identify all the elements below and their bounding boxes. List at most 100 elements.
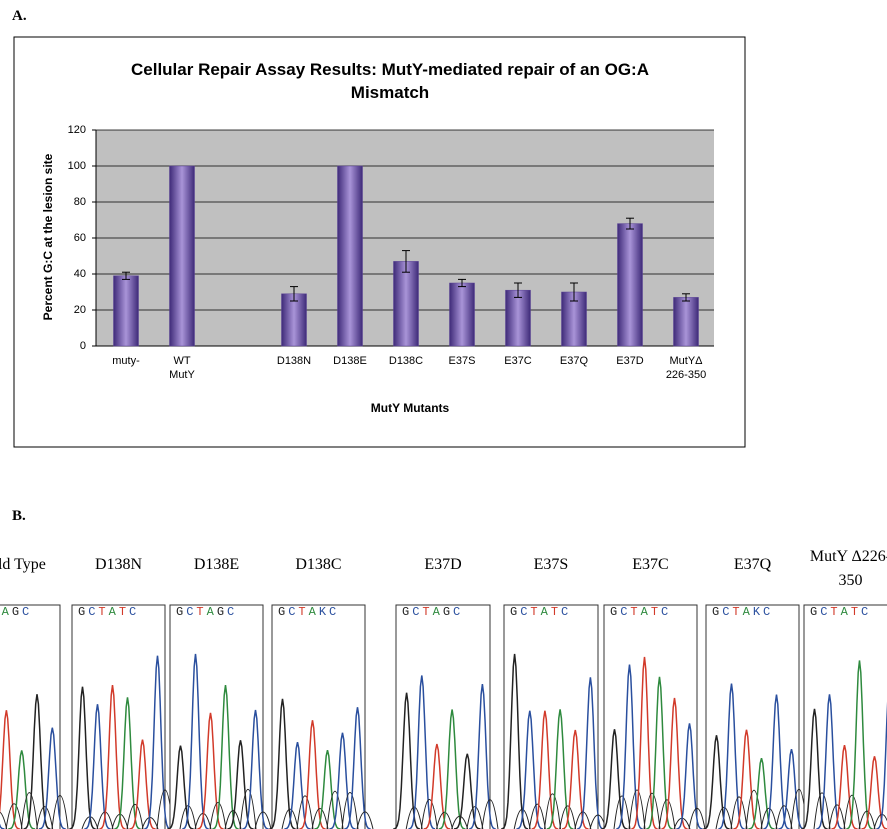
x-axis-label: MutY Mutants: [310, 401, 510, 415]
base-letter: T: [98, 605, 108, 619]
x-tick-label: E37Q: [552, 354, 596, 368]
base-letter: K: [319, 605, 329, 619]
sample-label: E37S: [506, 553, 596, 577]
base-letter: C: [412, 605, 422, 619]
base-letter: C: [186, 605, 196, 619]
base-letter: G: [712, 605, 722, 619]
x-tick-label: WT MutY: [160, 354, 204, 382]
base-letter: G: [278, 605, 288, 619]
y-tick-label: 40: [74, 268, 86, 280]
base-letter: T: [851, 605, 861, 619]
base-letter: C: [763, 605, 773, 619]
trace-frame: [706, 605, 799, 829]
sample-label: Wild Type: [0, 553, 58, 577]
bar: [114, 276, 139, 346]
base-call: GCTAGC: [0, 605, 32, 619]
chart-title: Cellular Repair Assay Results: MutY-medi…: [110, 58, 670, 104]
x-tick-label: D138N: [272, 354, 316, 368]
base-letter: C: [861, 605, 871, 619]
bar: [674, 297, 699, 346]
base-letter: G: [402, 605, 412, 619]
base-call: GCTATC: [78, 605, 139, 619]
sample-label: D138N: [74, 553, 164, 577]
base-letter: G: [12, 605, 22, 619]
sample-label: E37D: [398, 553, 488, 577]
y-tick-label: 0: [80, 340, 86, 352]
base-letter: C: [561, 605, 571, 619]
base-letter: A: [541, 605, 551, 619]
x-tick-label: E37C: [496, 354, 540, 368]
sample-label: D138E: [172, 553, 262, 577]
base-letter: T: [830, 605, 840, 619]
y-tick-label: 120: [68, 124, 86, 136]
bar: [338, 166, 363, 346]
base-letter: C: [288, 605, 298, 619]
base-letter: A: [207, 605, 217, 619]
sample-label: E37C: [606, 553, 696, 577]
base-letter: A: [641, 605, 651, 619]
x-tick-label: E37D: [608, 354, 652, 368]
base-letter: G: [217, 605, 227, 619]
base-call: GCTAGC: [176, 605, 237, 619]
base-call: GCTAGC: [402, 605, 463, 619]
x-tick-label: E37S: [440, 354, 484, 368]
base-letter: T: [298, 605, 308, 619]
base-letter: C: [620, 605, 630, 619]
base-letter: C: [329, 605, 339, 619]
bar: [450, 283, 475, 346]
base-letter: C: [22, 605, 32, 619]
trace-frame: [0, 605, 60, 829]
base-letter: A: [433, 605, 443, 619]
base-letter: T: [732, 605, 742, 619]
base-letter: A: [309, 605, 319, 619]
sample-label: E37Q: [708, 553, 798, 577]
figure: 020406080100120GCTAGCGCTATCGCTAGCGCTAKCG…: [0, 0, 887, 829]
x-tick-label: D138E: [328, 354, 372, 368]
base-letter: C: [88, 605, 98, 619]
base-letter: C: [820, 605, 830, 619]
y-tick-label: 60: [74, 232, 86, 244]
base-letter: G: [610, 605, 620, 619]
y-axis-label: Percent G:C at the lesion site: [41, 127, 55, 347]
x-tick-label: MutYΔ 226-350: [664, 354, 708, 382]
bar: [282, 294, 307, 346]
base-letter: G: [78, 605, 88, 619]
base-letter: T: [119, 605, 129, 619]
panel-label: B.: [12, 508, 26, 525]
base-letter: C: [722, 605, 732, 619]
y-tick-label: 80: [74, 196, 86, 208]
y-tick-label: 100: [68, 160, 86, 172]
base-call: GCTATC: [810, 605, 871, 619]
base-call: GCTATC: [610, 605, 671, 619]
base-call: GCTAKC: [712, 605, 773, 619]
base-call: GCTAKC: [278, 605, 339, 619]
trace-frame: [272, 605, 365, 829]
base-letter: T: [551, 605, 561, 619]
base-letter: C: [227, 605, 237, 619]
base-letter: A: [109, 605, 119, 619]
base-call: GCTATC: [510, 605, 571, 619]
base-letter: G: [510, 605, 520, 619]
bar: [618, 224, 643, 346]
base-letter: K: [753, 605, 763, 619]
base-letter: A: [841, 605, 851, 619]
bar: [506, 290, 531, 346]
y-tick-label: 20: [74, 304, 86, 316]
base-letter: C: [661, 605, 671, 619]
base-letter: A: [2, 605, 12, 619]
sample-label: MutY Δ226-350: [806, 545, 887, 593]
base-letter: T: [196, 605, 206, 619]
sample-label: D138C: [274, 553, 364, 577]
x-tick-label: muty-: [104, 354, 148, 368]
base-letter: T: [530, 605, 540, 619]
base-letter: T: [422, 605, 432, 619]
base-letter: A: [743, 605, 753, 619]
bar: [394, 261, 419, 346]
base-letter: C: [520, 605, 530, 619]
base-letter: C: [453, 605, 463, 619]
base-letter: G: [176, 605, 186, 619]
base-letter: G: [443, 605, 453, 619]
base-letter: C: [129, 605, 139, 619]
bar: [170, 166, 195, 346]
base-letter: T: [630, 605, 640, 619]
